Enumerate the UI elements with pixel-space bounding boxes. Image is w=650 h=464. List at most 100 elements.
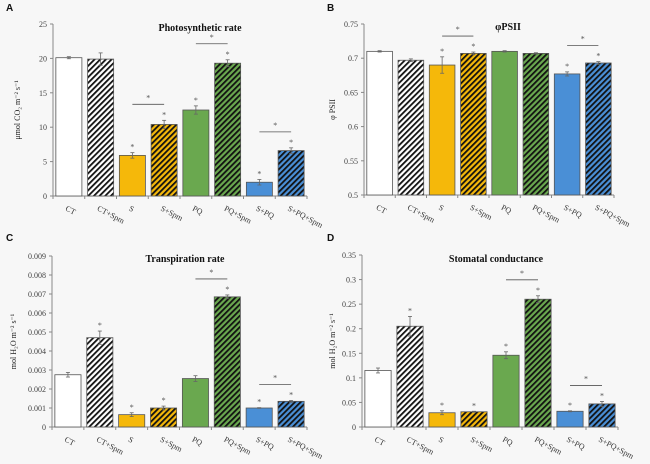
bar-s (428, 64, 456, 196)
y-axis-label: μmol CO₂ m⁻² s⁻¹ (13, 80, 22, 140)
y-tick-label: 0.55 (344, 157, 358, 166)
significance-star: * (257, 398, 261, 407)
x-tick-label: CT (63, 435, 76, 448)
y-tick-label: 25 (39, 20, 47, 29)
x-tick-label: S+PQ+Spm (286, 435, 325, 461)
y-tick-label: 0.007 (28, 290, 46, 299)
bar-ct-spm (86, 337, 114, 428)
x-tick-label: S+PQ+Spm (286, 204, 325, 230)
significance-star: * (289, 138, 293, 147)
y-tick-label: 0 (43, 192, 47, 201)
significance-star: * (536, 286, 540, 295)
bar-s-pq-spm (277, 150, 305, 197)
x-tick-label: S (437, 435, 445, 445)
bar-s-spm (150, 124, 178, 197)
x-tick-label: PQ+Spm (222, 435, 253, 457)
y-tick-label: 0.2 (346, 325, 356, 334)
x-tick-label: CT+Spm (405, 435, 436, 457)
bar-ct-spm (396, 325, 424, 428)
x-tick-label: CT (373, 435, 386, 448)
x-tick-label: S+PQ+Spm (597, 435, 636, 461)
y-tick-label: 0 (42, 423, 46, 432)
significance-star: * (130, 403, 134, 412)
chart-title: Transpiration rate (146, 254, 226, 265)
y-tick-label: 0.004 (28, 347, 46, 356)
x-tick-label: PQ (500, 203, 513, 216)
panel-letter: D (327, 233, 334, 244)
bar-s-pq-spm (585, 62, 612, 196)
x-tick-label: PQ (501, 435, 514, 448)
comparison-star: * (581, 35, 585, 44)
x-tick-label: S (127, 435, 135, 445)
y-tick-label: 0.003 (28, 366, 46, 375)
significance-star: * (289, 390, 293, 399)
x-tick-label: S+Spm (469, 435, 495, 454)
bar-s-pq-spm (588, 403, 616, 428)
x-tick-label: S (437, 203, 445, 213)
significance-star: * (440, 401, 444, 410)
chart-title: φPSII (495, 22, 521, 33)
bar-s-spm (460, 411, 488, 428)
x-tick-label: CT (375, 203, 388, 216)
bar-ct (54, 374, 82, 428)
y-tick-label: 0.1 (346, 374, 356, 383)
significance-star: * (408, 306, 412, 315)
panel-letter: C (6, 233, 13, 244)
y-tick-label: 10 (39, 123, 47, 132)
y-tick-label: 0.35 (342, 251, 356, 260)
bar-s-pq (556, 410, 584, 428)
significance-star: * (472, 401, 476, 410)
bar-pq-spm (522, 53, 550, 196)
panel-letter: A (6, 3, 13, 14)
comparison-star: * (210, 33, 214, 42)
panel-c-transpiration-rate: C Transpiration rate mol H₂O m⁻² s⁻¹ 0 0.001… (6, 233, 325, 461)
y-tick-label: 0 (352, 423, 356, 432)
chart-title: Photosynthetic rate (158, 23, 242, 34)
x-tick-label: PQ+Spm (223, 204, 254, 226)
comparison-star: * (520, 269, 524, 278)
bar-pq-spm (213, 296, 241, 428)
significance-star: * (565, 62, 569, 71)
significance-star: * (257, 169, 261, 178)
significance-star: * (568, 401, 572, 410)
bar-s-spm (460, 53, 487, 196)
significance-star: * (504, 342, 508, 351)
y-tick-label: 20 (39, 54, 47, 63)
y-tick-label: 0.6 (348, 123, 358, 132)
comparison-star: * (273, 373, 277, 382)
x-tick-label: S+PQ (254, 435, 275, 452)
bar-ct (366, 50, 393, 196)
significance-star: * (440, 47, 444, 56)
significance-star: * (596, 52, 600, 61)
panel-letter: B (327, 3, 334, 14)
significance-star: * (162, 396, 166, 405)
y-axis-label: φ PSII (328, 99, 337, 120)
y-tick-label: 0.001 (28, 404, 46, 413)
comparison-star: * (209, 268, 213, 277)
significance-star: * (225, 285, 229, 294)
significance-star: * (162, 110, 166, 119)
bar-s-pq (245, 407, 273, 428)
significance-star: * (226, 50, 230, 59)
y-tick-label: 0.008 (28, 271, 46, 280)
y-tick-label: 0.009 (28, 252, 46, 261)
comparison-star: * (584, 374, 588, 383)
x-tick-label: PQ (191, 204, 204, 217)
x-tick-label: CT (64, 204, 77, 217)
significance-star: * (194, 96, 198, 105)
y-tick-label: 0.3 (346, 276, 356, 285)
significance-star: * (98, 321, 102, 330)
y-tick-label: 0.15 (342, 349, 356, 358)
bar-s-spm (150, 407, 178, 428)
x-tick-label: CT+Spm (96, 204, 127, 226)
y-tick-label: 0.002 (28, 385, 46, 394)
y-tick-label: 15 (39, 89, 47, 98)
panel-d-stomatal-conductance: D Stomatal conductance mol H₂O m⁻² s⁻¹ 0 0.0… (327, 233, 636, 461)
x-tick-label: PQ (190, 435, 203, 448)
panel-a-photosynthetic-rate: A Photosynthetic rate μmol CO₂ m⁻² s⁻¹ 0 5 10… (6, 3, 325, 230)
bar-pq (491, 50, 518, 196)
comparison-star: * (146, 93, 150, 102)
x-tick-label: CT+Spm (406, 203, 437, 225)
